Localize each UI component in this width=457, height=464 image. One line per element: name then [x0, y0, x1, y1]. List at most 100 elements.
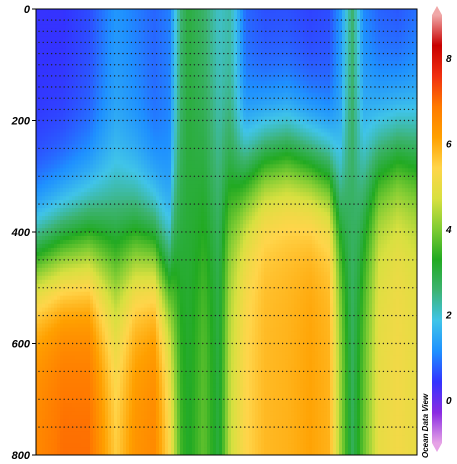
heatmap-cell: [153, 160, 157, 165]
heatmap-cell: [132, 112, 136, 118]
heatmap-cell: [129, 351, 133, 357]
heatmap-cell: [132, 411, 136, 416]
heatmap-cell: [150, 395, 154, 400]
heatmap-cell: [39, 36, 43, 42]
heatmap-cell: [105, 443, 109, 448]
heatmap-cell: [93, 399, 97, 404]
heatmap-cell: [72, 311, 76, 317]
heatmap-cell: [36, 72, 40, 78]
heatmap-cell: [96, 224, 100, 229]
heatmap-cell: [108, 116, 112, 122]
heatmap-cell: [144, 399, 148, 404]
heatmap-cell: [102, 44, 106, 50]
heatmap-cell: [129, 172, 133, 177]
heatmap-cell: [117, 164, 121, 169]
heatmap-cell: [123, 259, 127, 265]
heatmap-cell: [75, 32, 79, 38]
heatmap-cell: [156, 331, 160, 337]
heatmap-cell: [54, 447, 58, 452]
heatmap-cell: [129, 443, 133, 448]
heatmap-cell: [102, 192, 106, 197]
heatmap-cell: [132, 64, 136, 70]
heatmap-cell: [87, 431, 91, 436]
heatmap-cell: [42, 303, 46, 309]
heatmap-cell: [96, 291, 100, 297]
heatmap-cell: [84, 239, 88, 245]
heatmap-cell: [78, 152, 82, 157]
heatmap-cell: [120, 12, 124, 18]
heatmap-cell: [78, 212, 82, 217]
heatmap-cell: [69, 224, 73, 229]
heatmap-cell: [69, 275, 73, 281]
heatmap-cell: [126, 100, 130, 106]
heatmap-cell: [87, 383, 91, 388]
heatmap-cell: [156, 327, 160, 333]
heatmap-cell: [132, 132, 136, 138]
heatmap-cell: [90, 100, 94, 106]
heatmap-cell: [111, 176, 115, 181]
heatmap-cell: [78, 44, 82, 50]
heatmap-cell: [63, 331, 67, 337]
heatmap-cell: [69, 52, 73, 58]
heatmap-cell: [99, 204, 103, 209]
heatmap-cell: [66, 172, 70, 177]
heatmap-cell: [150, 283, 154, 289]
heatmap-cell: [78, 60, 82, 66]
heatmap-cell: [87, 371, 91, 376]
heatmap-cell: [72, 323, 76, 329]
heatmap-cell: [63, 431, 67, 436]
heatmap-cell: [69, 375, 73, 380]
heatmap-cell: [45, 435, 49, 440]
heatmap-cell: [72, 144, 76, 149]
heatmap-cell: [66, 228, 70, 233]
heatmap-cell: [75, 359, 79, 365]
heatmap-cell: [36, 184, 40, 189]
heatmap-cell: [147, 112, 151, 118]
heatmap-cell: [78, 84, 82, 90]
heatmap-cell: [129, 100, 133, 106]
heatmap-cell: [60, 251, 64, 257]
heatmap-cell: [60, 72, 64, 78]
heatmap-cell: [51, 148, 55, 153]
heatmap-cell: [60, 44, 64, 50]
heatmap-cell: [90, 383, 94, 388]
heatmap-cell: [123, 132, 127, 138]
heatmap-cell: [144, 279, 148, 285]
heatmap-cell: [105, 287, 109, 293]
heatmap-cell: [99, 40, 103, 46]
heatmap-cell: [78, 447, 82, 452]
heatmap-cell: [84, 383, 88, 388]
heatmap-cell: [81, 275, 85, 281]
heatmap-cell: [102, 104, 106, 110]
heatmap-cell: [102, 168, 106, 173]
heatmap-cell: [165, 347, 169, 353]
heatmap-cell: [117, 351, 121, 357]
heatmap-cell: [108, 295, 112, 301]
heatmap-cell: [72, 192, 76, 197]
heatmap-cell: [108, 447, 112, 452]
heatmap-cell: [138, 339, 142, 345]
heatmap-cell: [72, 299, 76, 305]
heatmap-cell: [162, 176, 166, 181]
heatmap-cell: [102, 395, 106, 400]
heatmap-cell: [66, 56, 70, 62]
heatmap-cell: [138, 239, 142, 245]
heatmap-cell: [120, 335, 124, 341]
heatmap-cell: [63, 427, 67, 432]
heatmap-cell: [141, 172, 145, 177]
heatmap-cell: [120, 331, 124, 337]
heatmap-cell: [96, 419, 100, 424]
heatmap-cell: [141, 28, 145, 34]
heatmap-cell: [69, 403, 73, 408]
heatmap-cell: [54, 80, 58, 86]
heatmap-cell: [87, 200, 91, 205]
heatmap-cell: [141, 136, 145, 142]
heatmap-cell: [78, 76, 82, 82]
heatmap-cell: [120, 9, 124, 14]
heatmap-cell: [69, 359, 73, 365]
heatmap-cell: [36, 411, 40, 416]
heatmap-cell: [156, 216, 160, 221]
heatmap-cell: [165, 387, 169, 392]
heatmap-cell: [123, 263, 127, 269]
heatmap-cell: [141, 108, 145, 114]
